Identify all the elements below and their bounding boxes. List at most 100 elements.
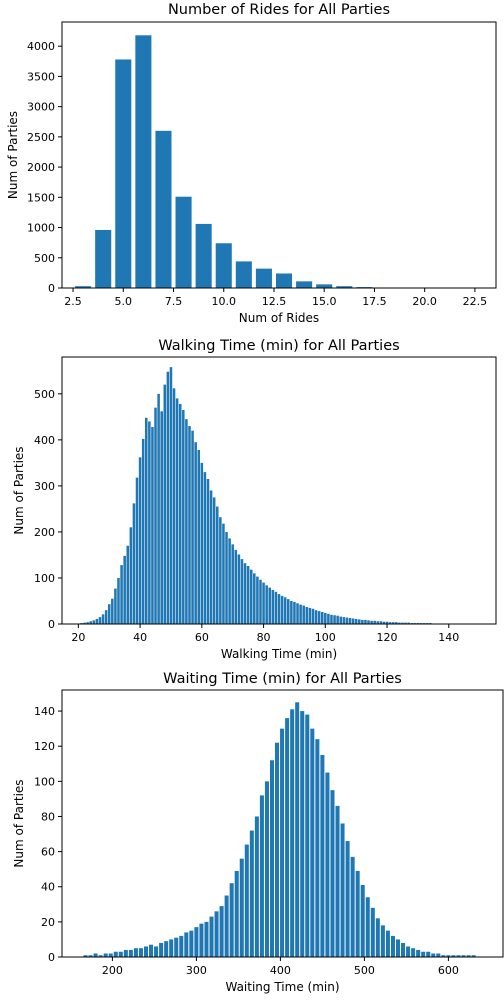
bar [114, 952, 118, 957]
y-tick-label: 4000 [27, 40, 55, 53]
bar [346, 841, 350, 957]
bar [230, 883, 234, 957]
bar [364, 620, 367, 624]
bar [376, 918, 380, 957]
y-tick-label: 40 [41, 881, 55, 894]
bar [241, 559, 244, 624]
x-tick-label: 80 [257, 631, 271, 644]
bar [293, 602, 296, 624]
bar [265, 585, 268, 624]
bar [278, 594, 281, 624]
bar [330, 615, 333, 624]
bar [142, 439, 145, 624]
x-tick-label: 60 [195, 631, 209, 644]
bar [411, 948, 415, 957]
bar [159, 943, 163, 957]
bar [386, 931, 390, 957]
bar [255, 816, 259, 957]
bar [250, 831, 254, 957]
bar [268, 588, 271, 624]
bar [290, 709, 294, 957]
bar [355, 619, 358, 624]
bar [136, 478, 139, 624]
bar [126, 546, 129, 624]
bar [336, 806, 340, 957]
bar [176, 398, 179, 624]
bar [235, 871, 239, 957]
bar [381, 925, 385, 957]
bar [367, 620, 370, 624]
bar [247, 566, 250, 624]
y-tick-label: 2000 [27, 161, 55, 174]
bar [244, 563, 247, 624]
x-axis-label: Num of Rides [239, 311, 319, 325]
x-tick-label: 17.5 [362, 295, 387, 308]
bar [396, 939, 400, 957]
y-tick-label: 1000 [27, 222, 55, 235]
bar [236, 261, 252, 288]
bar [421, 952, 425, 957]
bar [309, 608, 312, 624]
bar [324, 613, 327, 624]
bar [391, 936, 395, 957]
bar [188, 426, 191, 624]
bar [406, 946, 410, 957]
x-tick-label: 20 [71, 631, 85, 644]
bar [139, 948, 143, 957]
x-tick-label: 600 [438, 964, 459, 977]
bar [287, 599, 290, 624]
bar [135, 35, 151, 288]
bar [155, 131, 171, 288]
bar [109, 953, 113, 957]
x-tick-label: 100 [315, 631, 336, 644]
bar [276, 273, 292, 288]
bar [225, 896, 229, 957]
bar [325, 773, 329, 957]
bar [235, 550, 238, 624]
x-tick-label: 400 [270, 964, 291, 977]
y-tick-label: 100 [34, 572, 55, 585]
bar [173, 388, 176, 624]
bar [296, 281, 312, 288]
bar [358, 619, 361, 624]
x-axis-label: Walking Time (min) [221, 647, 337, 661]
bar [240, 859, 244, 957]
bar [281, 596, 284, 624]
bar [436, 953, 440, 957]
bar [196, 224, 212, 288]
bar [145, 418, 148, 624]
bar [104, 953, 108, 957]
bar [149, 945, 153, 957]
bar [115, 59, 131, 288]
bar [176, 197, 192, 288]
bar [275, 592, 278, 624]
y-tick-label: 120 [34, 740, 55, 753]
bar [134, 948, 138, 957]
bar [174, 938, 178, 957]
bar [182, 410, 185, 624]
x-tick-label: 40 [133, 631, 147, 644]
bar [210, 917, 214, 957]
bar [95, 230, 111, 288]
chart-title: Walking Time (min) for All Parties [158, 338, 399, 354]
y-tick-label: 60 [41, 846, 55, 859]
bar [185, 419, 188, 624]
bar [204, 922, 208, 957]
bar [191, 431, 194, 624]
bar [275, 743, 279, 957]
bar [164, 385, 167, 624]
bar [197, 450, 200, 624]
y-tick-label: 200 [34, 526, 55, 539]
bar [426, 952, 430, 957]
bar [336, 616, 339, 624]
bar [124, 950, 128, 957]
bar [219, 517, 222, 624]
x-tick-label: 120 [377, 631, 398, 644]
x-tick-label: 22.5 [463, 295, 488, 308]
bar [245, 845, 249, 957]
bar [250, 570, 253, 624]
bar [93, 620, 96, 624]
bar [94, 953, 98, 957]
